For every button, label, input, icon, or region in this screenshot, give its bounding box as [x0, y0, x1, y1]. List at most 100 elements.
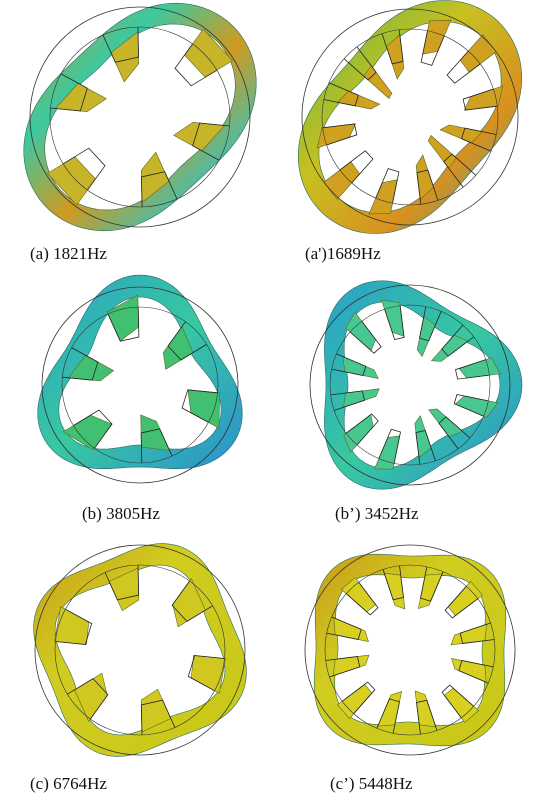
undeformed-inner: [321, 28, 499, 206]
undeformed-tooth: [343, 46, 377, 81]
stator-tooth: [430, 334, 469, 362]
undeformed-tooth: [375, 168, 400, 204]
undeformed-tooth: [419, 306, 442, 342]
undeformed-tooth: [67, 678, 109, 720]
undeformed-tooth: [107, 306, 140, 342]
caption: (a) 1821Hz: [30, 244, 107, 263]
undeformed-tooth: [376, 698, 400, 734]
undeformed-tooth: [441, 324, 475, 357]
stator-ring: [324, 280, 523, 490]
undeformed-tooth: [192, 122, 230, 161]
caption: (c’) 5448Hz: [330, 774, 413, 793]
undeformed-tooth: [174, 43, 218, 87]
undeformed-tooth: [187, 655, 225, 692]
stator-tooth: [332, 654, 370, 677]
stator-tooth: [187, 389, 221, 429]
undeformed-tooth: [322, 123, 358, 146]
undeformed-inner: [54, 564, 226, 736]
undeformed-tooth: [446, 50, 481, 84]
stator-tooth: [414, 690, 437, 728]
undeformed-tooth: [378, 428, 401, 464]
caption: (b’) 3452Hz: [335, 504, 419, 523]
caption: (a')1689Hz: [305, 244, 381, 263]
undeformed-outline: [41, 286, 239, 484]
undeformed-tooth: [323, 82, 359, 107]
undeformed-tooth: [181, 389, 218, 423]
mode-shapes: [23, 0, 523, 757]
undeformed-tooth: [420, 30, 445, 66]
undeformed-tooth: [349, 320, 382, 354]
undeformed-tooth: [331, 353, 367, 376]
stator-tooth: [140, 688, 172, 733]
undeformed-tooth: [415, 430, 436, 465]
undeformed-tooth: [444, 586, 479, 619]
undeformed-inner: [61, 306, 219, 464]
undeformed-tooth: [459, 622, 495, 644]
undeformed-tooth: [453, 394, 489, 417]
undeformed-inner: [329, 304, 491, 466]
stator-tooth: [337, 90, 381, 110]
stator-ring: [23, 2, 257, 232]
undeformed-outline: [301, 8, 519, 226]
undeformed-tooth: [55, 608, 93, 645]
stator-ring: [37, 274, 243, 470]
undeformed-outline: [34, 544, 246, 756]
stator-tooth: [414, 415, 432, 458]
undeformed-tooth: [330, 390, 365, 411]
undeformed-tooth: [62, 147, 106, 191]
undeformed-tooth: [339, 150, 374, 184]
undeformed-tooth: [420, 566, 444, 602]
stator-tooth: [416, 315, 436, 358]
undeformed-tooth: [346, 581, 379, 616]
undeformed-tooth: [104, 564, 140, 601]
stator-tooth: [415, 154, 434, 201]
undeformed-tooth: [416, 699, 438, 735]
undeformed-inner: [324, 564, 496, 736]
undeformed-tooth: [341, 681, 376, 714]
stator-tooth: [140, 151, 170, 204]
stator-tooth: [439, 124, 483, 144]
undeformed-tooth: [62, 347, 99, 381]
undeformed-tooth: [326, 616, 362, 640]
stator-tooth: [383, 572, 406, 610]
stator-ring: [298, 0, 522, 234]
undeformed-tooth: [384, 305, 405, 340]
undeformed-tooth: [102, 26, 140, 63]
undeformed-tooth: [325, 656, 361, 678]
undeformed-outline: [309, 284, 511, 486]
undeformed-tooth: [381, 29, 404, 65]
caption: (b) 3805Hz: [82, 504, 160, 523]
stator-tooth: [140, 414, 171, 451]
undeformed-tooth: [50, 73, 88, 112]
undeformed-tooth: [345, 413, 379, 446]
stator-ring: [33, 543, 247, 757]
undeformed-outline: [29, 6, 251, 228]
undeformed-tooth: [461, 127, 497, 152]
undeformed-tooth: [171, 580, 213, 622]
stator-tooth: [343, 388, 380, 408]
undeformed-tooth: [140, 699, 176, 736]
undeformed-tooth: [416, 169, 439, 205]
undeformed-outline: [304, 544, 516, 756]
stator-tooth: [428, 408, 464, 438]
stator-tooth: [108, 567, 140, 612]
undeformed-tooth: [441, 684, 474, 719]
caption: (c) 6764Hz: [30, 774, 107, 793]
undeformed-tooth: [438, 416, 471, 450]
undeformed-tooth: [458, 660, 494, 684]
stator-tooth: [427, 135, 457, 169]
stator-tooth: [386, 33, 405, 80]
undeformed-tooth: [140, 428, 173, 464]
undeformed-inner: [49, 26, 231, 208]
undeformed-tooth: [167, 321, 207, 361]
undeformed-tooth: [140, 171, 178, 208]
stator-tooth: [363, 65, 393, 99]
undeformed-tooth: [443, 153, 477, 188]
undeformed-tooth: [455, 359, 490, 380]
stator-ring: [313, 553, 507, 747]
stator-tooth: [450, 623, 488, 646]
undeformed-tooth: [462, 88, 498, 111]
undeformed-tooth: [73, 409, 113, 449]
stator-tooth: [110, 30, 140, 83]
